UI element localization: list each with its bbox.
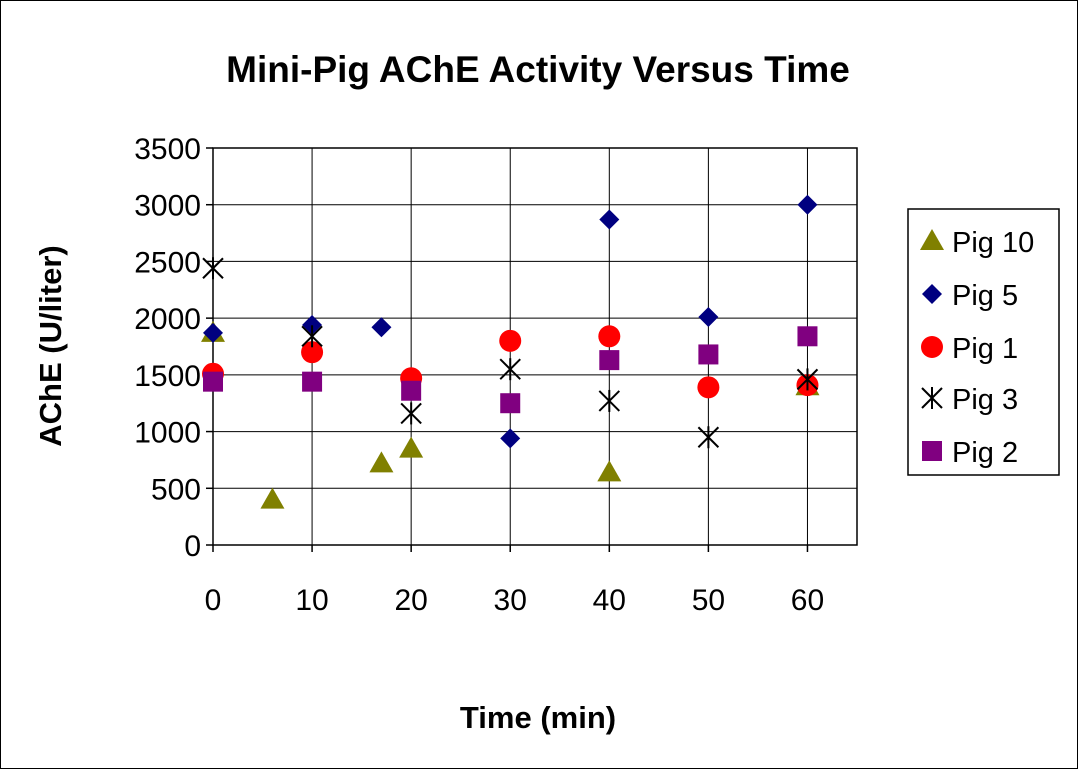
- chart-title: Mini-Pig AChE Activity Versus Time: [226, 49, 850, 90]
- y-tick-label: 3000: [134, 190, 201, 223]
- pig-2-point: [698, 344, 719, 365]
- legend-label-pig-1: Pig 1: [952, 333, 1018, 365]
- pig-2-point: [797, 326, 818, 347]
- pig-2-point: [599, 350, 620, 371]
- pig-10-point: [260, 487, 285, 509]
- x-tick-label: 50: [692, 584, 725, 617]
- pig-5-point: [203, 322, 223, 343]
- pig-3-point: [796, 368, 819, 391]
- legend-marker-pig-3: [921, 387, 943, 409]
- x-axis-label: Time (min): [460, 700, 616, 735]
- x-tick-label: 10: [295, 584, 328, 617]
- x-tick-label: 0: [205, 584, 222, 617]
- pig-3-point: [499, 358, 521, 381]
- legend-marker-pig-2: [922, 441, 942, 461]
- y-tick-label: 3500: [134, 133, 201, 166]
- legend-marker-pig-10: [920, 229, 944, 250]
- legend-label-pig-3: Pig 3: [952, 384, 1018, 416]
- y-tick-label: 1500: [134, 360, 201, 393]
- pig-1-point: [301, 341, 324, 364]
- legend-label-pig-5: Pig 5: [952, 280, 1018, 312]
- pig-3-point: [202, 257, 224, 280]
- legend-marker-pig-1: [921, 336, 943, 358]
- pig-5-point: [698, 307, 719, 328]
- y-tick-label: 500: [151, 473, 201, 506]
- legend-marker-pig-5: [922, 284, 942, 304]
- pig-5-point: [371, 317, 392, 338]
- y-tick-label: 0: [184, 530, 201, 563]
- pig-1-point: [598, 325, 621, 348]
- x-tick-label: 30: [494, 584, 527, 617]
- pig-1-point: [697, 376, 720, 399]
- y-tick-label: 2000: [134, 303, 201, 336]
- legend-label-pig-10: Pig 10: [952, 227, 1034, 259]
- pig-3-point: [400, 402, 422, 425]
- x-tick-label: 60: [791, 584, 824, 617]
- pig-2-point: [302, 371, 323, 392]
- axis-ticks: 0 500 1000 1500 2000 2500 3000 3500 0 10 20 30 40 50 6…: [134, 133, 824, 617]
- plot-area: [212, 147, 858, 546]
- pig-2-point: [500, 393, 521, 414]
- pig-5-point: [500, 428, 521, 449]
- data-points: [201, 194, 820, 509]
- pig-3-point: [301, 325, 323, 348]
- legend: Pig 10 Pig 5 Pig 1 Pig 3 Pig 2: [907, 208, 1060, 476]
- x-tick-label: 20: [394, 584, 427, 617]
- pig-10-point: [369, 451, 394, 473]
- x-tick-label: 40: [593, 584, 626, 617]
- pig-3-point: [598, 389, 621, 412]
- pig-3-point: [697, 426, 720, 449]
- pig-1-point: [499, 329, 522, 352]
- pig-2-point: [401, 380, 422, 401]
- pig-10-point: [399, 436, 424, 458]
- y-tick-label: 2500: [134, 246, 201, 279]
- pig-10-point: [597, 460, 622, 482]
- legend-label-pig-2: Pig 2: [952, 437, 1018, 469]
- pig-2-point: [203, 371, 223, 392]
- y-tick-label: 1000: [134, 417, 201, 450]
- y-axis-label: AChE (U/liter): [33, 245, 68, 447]
- pig-5-point: [599, 209, 620, 230]
- pig-5-point: [797, 194, 818, 215]
